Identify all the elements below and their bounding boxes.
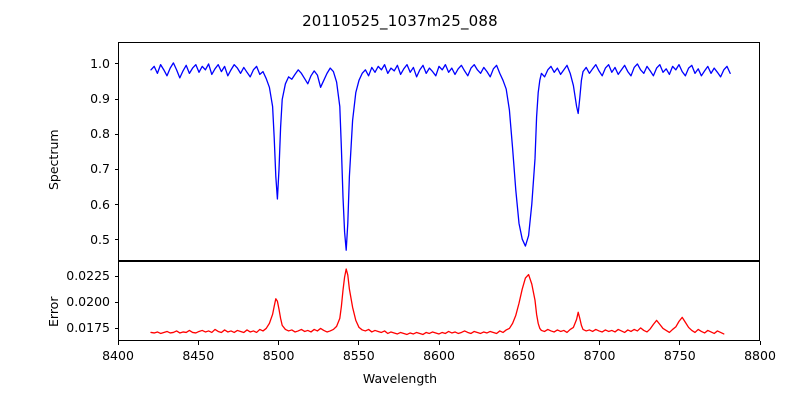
x-tick-label: 8700 (583, 348, 616, 363)
error-y-tickmark (114, 327, 118, 329)
spectrum-y-tickmark (114, 239, 118, 241)
x-axis-label: Wavelength (362, 371, 438, 386)
x-tick-label: 8550 (342, 348, 375, 363)
x-tickmark (599, 341, 601, 345)
spectrum-y-tickmark (114, 168, 118, 171)
spectrum-y-tick-label: 0.9 (90, 91, 110, 107)
chart-title: 20110525_1037m25_088 (302, 12, 498, 30)
spectrum-y-tickmark (114, 204, 118, 206)
error-axes (118, 261, 760, 341)
spectrum-line-plot (119, 43, 759, 260)
error-y-tickmark (114, 275, 118, 278)
x-tickmark (197, 341, 199, 345)
x-tick-label: 8750 (663, 348, 696, 363)
error-y-tick-label: 0.0175 (66, 320, 110, 336)
x-tick-label: 8650 (503, 348, 536, 363)
error-line-plot (119, 262, 759, 340)
spectrum-y-tick-label: 1.0 (90, 55, 110, 71)
spectrum-y-axis-label: Spectrum (46, 129, 61, 190)
x-tickmark (358, 341, 360, 345)
x-tickmark (518, 341, 520, 345)
x-tick-label: 8600 (423, 348, 455, 363)
x-tickmark (679, 341, 681, 345)
error-y-tickmark (114, 301, 118, 303)
x-tickmark (438, 341, 440, 345)
spectrum-y-tickmark (114, 133, 118, 135)
error-y-axis-label: Error (46, 296, 61, 327)
error-y-tick-label: 0.0200 (66, 294, 110, 310)
spectrum-axes (118, 42, 760, 261)
spectrum-y-tickmark (114, 63, 118, 65)
x-tick-label: 8450 (182, 348, 215, 363)
spectrum-y-tick-label: 0.7 (90, 161, 110, 177)
spectrum-y-tickmark (114, 98, 118, 100)
spectrum-y-tick-label: 0.5 (90, 231, 110, 247)
error-y-tick-label: 0.0225 (66, 268, 110, 284)
spectrum-trace (151, 63, 730, 250)
x-tick-label: 8500 (262, 348, 295, 363)
x-tick-label: 8400 (102, 348, 134, 363)
spectrum-y-tick-label: 0.6 (90, 196, 110, 212)
x-tickmark (759, 341, 761, 345)
spectrum-y-tick-label: 0.8 (90, 126, 110, 142)
x-tickmark (278, 341, 280, 345)
error-trace (151, 269, 724, 334)
x-tickmark (117, 341, 119, 345)
x-tick-label: 8800 (744, 348, 776, 363)
